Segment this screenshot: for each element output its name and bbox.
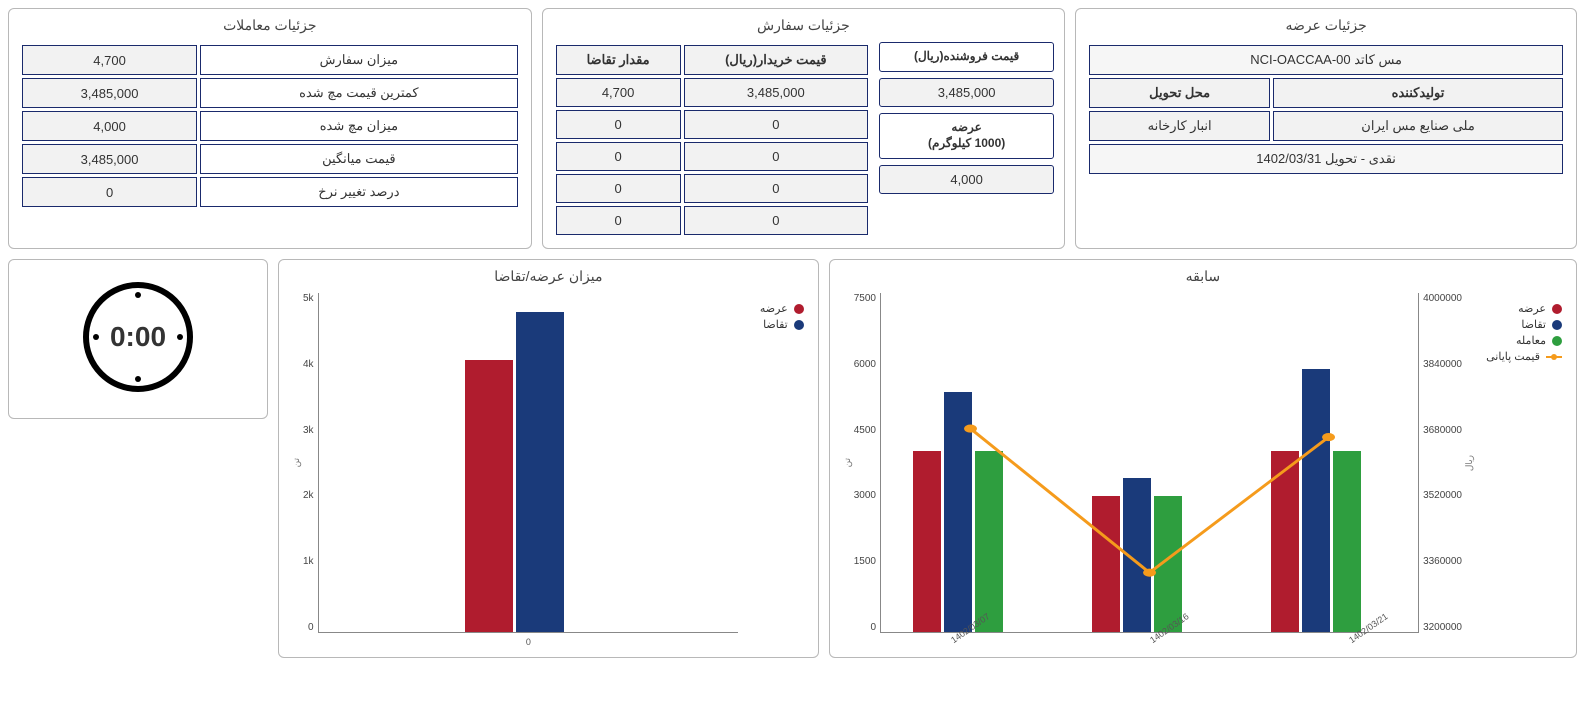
chart-bar — [465, 360, 513, 632]
sd-y-axis-label: تن — [289, 458, 303, 467]
trades-title: جزئیات معاملات — [19, 15, 521, 42]
supply-title: جزئیات عرضه — [1086, 15, 1566, 42]
sd-title: میزان عرضه/تقاضا — [289, 266, 808, 293]
seller-price-label: قیمت فروشنده(ریال) — [886, 49, 1047, 63]
product-name: مس کاتد NCI-OACCAA-00 — [1089, 45, 1563, 75]
table-row: میزان سفارش4,700 — [22, 45, 518, 75]
delivery-place-label: محل تحویل — [1089, 78, 1270, 108]
offer-label-1: عرضه — [886, 120, 1047, 134]
clock-panel: 0:00 — [8, 259, 268, 419]
order-title: جزئیات سفارش — [553, 15, 1055, 42]
history-plot — [880, 293, 1419, 633]
history-chart-panel: سابقه تن 750060004500300015000 400000038… — [829, 259, 1577, 658]
clock-time: 0:00 — [110, 321, 166, 353]
producer-label: تولیدکننده — [1273, 78, 1563, 108]
order-table: قیمت خریدار(ریال) مقدار تقاضا 3,485,0004… — [553, 42, 871, 238]
table-row: 00 — [556, 174, 868, 203]
offer-label-2: (1000 کیلوگرم) — [886, 136, 1047, 150]
table-row: میزان مچ شده4,000 — [22, 111, 518, 141]
sd-x-labels: 0 — [289, 633, 808, 647]
demand-qty-header: مقدار تقاضا — [556, 45, 681, 75]
history-y-left: 750060004500300015000 — [854, 293, 880, 633]
legend-item: عرضه — [1480, 302, 1562, 315]
sd-plot — [318, 293, 738, 633]
legend-item: قیمت پایانی — [1480, 350, 1562, 363]
table-row: 00 — [556, 110, 868, 139]
sd-legend: عرضه تقاضا — [738, 293, 808, 633]
history-title: سابقه — [840, 266, 1566, 293]
legend-item: عرضه — [742, 302, 804, 315]
table-row: درصد تغییر نرخ0 — [22, 177, 518, 207]
supply-demand-chart-panel: میزان عرضه/تقاضا تن 5k4k3k2k1k0 عرضه تقاض… — [278, 259, 819, 658]
history-y-right: 4000000384000036800003520000336000032000… — [1419, 293, 1462, 633]
producer-value: ملی صنایع مس ایران — [1273, 111, 1563, 141]
order-details-panel: جزئیات سفارش قیمت فروشنده(ریال) 3,485,00… — [542, 8, 1066, 249]
history-x-labels: 1402/03/071402/03/161402/03/21 — [840, 633, 1566, 647]
legend-item: تقاضا — [1480, 318, 1562, 331]
buyer-price-header: قیمت خریدار(ریال) — [684, 45, 868, 75]
table-row: 3,485,0004,700 — [556, 78, 868, 107]
table-row: کمترین قیمت مچ شده3,485,000 — [22, 78, 518, 108]
trades-details-panel: جزئیات معاملات میزان سفارش4,700 کمترین ق… — [8, 8, 532, 249]
seller-price-box: قیمت فروشنده(ریال) — [879, 42, 1054, 72]
table-row: قیمت میانگین3,485,000 — [22, 144, 518, 174]
history-legend: عرضه تقاضا معامله قیمت پایانی — [1476, 293, 1566, 633]
countdown-clock: 0:00 — [83, 282, 193, 392]
y-right-axis-label: ریال — [1462, 455, 1476, 471]
legend-item: معامله — [1480, 334, 1562, 347]
sd-y-axis: 5k4k3k2k1k0 — [303, 293, 318, 633]
seller-price-value: 3,485,000 — [879, 78, 1054, 107]
trades-table: میزان سفارش4,700 کمترین قیمت مچ شده3,485… — [19, 42, 521, 210]
settlement-value: نقدی - تحویل 1402/03/31 — [1089, 144, 1563, 174]
table-row: 00 — [556, 206, 868, 235]
supply-details-panel: جزئیات عرضه مس کاتد NCI-OACCAA-00 تولیدک… — [1075, 8, 1577, 249]
y-left-axis-label: تن — [840, 458, 854, 467]
offer-value: 4,000 — [879, 165, 1054, 194]
offer-box: عرضه (1000 کیلوگرم) — [879, 113, 1054, 159]
table-row: 00 — [556, 142, 868, 171]
supply-table: مس کاتد NCI-OACCAA-00 تولیدکننده محل تحو… — [1086, 42, 1566, 177]
delivery-place-value: انبار کارخانه — [1089, 111, 1270, 141]
legend-item: تقاضا — [742, 318, 804, 331]
chart-bar — [516, 312, 564, 632]
